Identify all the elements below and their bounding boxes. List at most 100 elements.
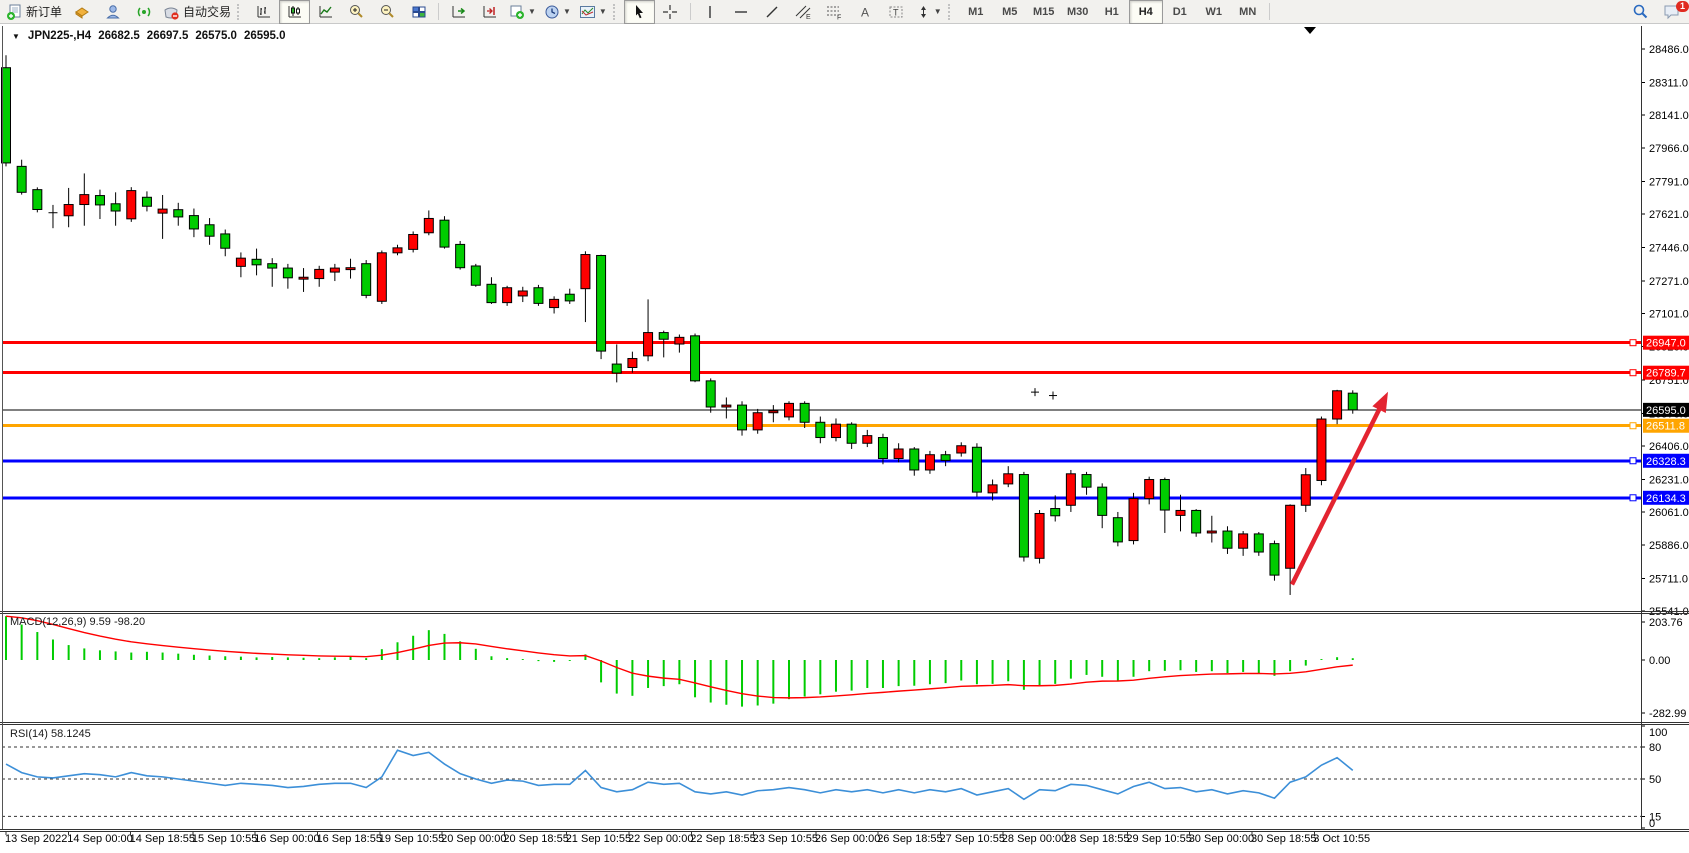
- macd-signal-line: [5, 615, 1353, 699]
- fibonacci-icon: F: [827, 6, 842, 20]
- templates-button[interactable]: ▼: [575, 0, 611, 24]
- dropdown-caret: ▼: [562, 7, 571, 16]
- cross-markers: [1031, 388, 1057, 400]
- horizontal-line-tool-button[interactable]: [726, 0, 757, 24]
- svg-text:26511.8: 26511.8: [1646, 421, 1685, 433]
- channel-tool-button[interactable]: E: [788, 0, 819, 24]
- svg-text:A: A: [861, 5, 869, 19]
- toolbar-separator: [438, 3, 440, 20]
- search-icon: [1633, 4, 1648, 19]
- svg-text:26134.3: 26134.3: [1646, 493, 1686, 505]
- vertical-line-tool-button[interactable]: [695, 0, 726, 24]
- insert-group: ▼ ▼ ▼: [505, 0, 611, 24]
- svg-text:26 Sep 00:00: 26 Sep 00:00: [815, 833, 880, 845]
- text-tool-button[interactable]: A: [850, 0, 881, 24]
- candlestick-chart-button[interactable]: [279, 0, 311, 24]
- bar-chart-button[interactable]: [248, 0, 279, 24]
- pane-separators[interactable]: [0, 26, 1689, 832]
- timeframe-d1[interactable]: D1: [1172, 5, 1187, 18]
- rsi-name: RSI(14): [10, 728, 48, 740]
- horizontal-lines[interactable]: [2, 339, 1641, 502]
- chart-high-value: 26697.5: [146, 30, 189, 42]
- timeframe-m1[interactable]: M1: [968, 5, 984, 18]
- svg-text:26947.0: 26947.0: [1646, 338, 1686, 350]
- zoom-group: [341, 0, 434, 24]
- clock-icon: [545, 5, 559, 18]
- right-toolbar-group: 1: [1625, 0, 1689, 24]
- tile-windows-button[interactable]: [403, 0, 434, 24]
- crosshair-tool-button[interactable]: [655, 0, 686, 24]
- svg-text:16 Sep 00:00: 16 Sep 00:00: [254, 833, 319, 845]
- auto-trading-button[interactable]: 自动交易: [159, 0, 235, 24]
- auto-scroll-button[interactable]: [443, 0, 474, 24]
- svg-text:27446.0: 27446.0: [1649, 242, 1689, 254]
- search-button[interactable]: [1625, 0, 1656, 24]
- svg-text:25541.0: 25541.0: [1649, 606, 1689, 618]
- timeframe-h1[interactable]: H1: [1104, 5, 1119, 18]
- auto-trading-label: 自动交易: [183, 5, 232, 19]
- signal-button[interactable]: [128, 0, 159, 24]
- timeframe-m15[interactable]: M15: [1033, 5, 1055, 18]
- dropdown-caret: ▼: [933, 7, 942, 16]
- svg-text:26328.3: 26328.3: [1646, 456, 1686, 468]
- svg-text:15: 15: [1649, 811, 1661, 823]
- deposit-icon: [74, 6, 89, 19]
- line-chart-button[interactable]: [310, 0, 341, 24]
- chart-canvas[interactable]: 28486.0 28311.0 28141.0 27966.0 27791.0 27621…: [0, 24, 1689, 853]
- svg-text:25886.0: 25886.0: [1649, 540, 1689, 552]
- svg-text:T: T: [893, 7, 899, 17]
- svg-text:23 Sep 10:55: 23 Sep 10:55: [753, 833, 818, 845]
- svg-text:27966.0: 27966.0: [1649, 143, 1689, 155]
- fibonacci-tool-button[interactable]: F: [819, 0, 850, 24]
- notifications-button[interactable]: 1: [1656, 0, 1689, 24]
- svg-text:14 Sep 00:00: 14 Sep 00:00: [67, 833, 132, 845]
- timeframe-h4[interactable]: H4: [1128, 0, 1163, 24]
- svg-text:28486.0: 28486.0: [1649, 44, 1689, 56]
- notification-badge: 1: [1675, 0, 1689, 12]
- timeframe-m30[interactable]: M30: [1067, 5, 1089, 18]
- deposit-button[interactable]: [66, 0, 97, 24]
- toolbar-grip: [612, 3, 620, 20]
- auto-scroll-icon: [452, 5, 465, 17]
- dropdown-caret: ▼: [598, 7, 607, 16]
- zoom-out-icon: [381, 4, 394, 18]
- new-order-button[interactable]: 新订单: [2, 0, 66, 24]
- timeframe-w1[interactable]: W1: [1205, 5, 1222, 18]
- dropdown-caret: ▼: [528, 7, 536, 16]
- macd-indicator-label: MACD(12,26,9) 9.59 -98.20: [10, 616, 145, 628]
- rsi-value: 58.1245: [50, 728, 91, 740]
- trendline-tool-button[interactable]: [757, 0, 788, 24]
- svg-text:30 Sep 00:00: 30 Sep 00:00: [1189, 833, 1254, 845]
- svg-text:0: 0: [1649, 818, 1655, 830]
- cursor-tool-button[interactable]: [623, 0, 655, 24]
- svg-text:26061.0: 26061.0: [1649, 507, 1689, 519]
- drawing-tools-group: E F A T ▼: [623, 0, 946, 24]
- equidistant-channel-icon: E: [795, 5, 811, 20]
- text-icon: A: [861, 5, 869, 19]
- toolbar-grip: [947, 3, 955, 20]
- svg-text:14 Sep 18:55: 14 Sep 18:55: [130, 833, 195, 845]
- trend-arrow[interactable]: [1289, 391, 1388, 586]
- chart-shift-button[interactable]: [474, 0, 505, 24]
- arrows-tool-button[interactable]: ▼: [912, 0, 946, 24]
- zoom-out-button[interactable]: [372, 0, 403, 24]
- svg-text:26406.0: 26406.0: [1649, 441, 1689, 453]
- svg-text:25711.0: 25711.0: [1649, 574, 1688, 586]
- chart-symbol-period: JPN225-,H4: [27, 30, 92, 42]
- chart-menu-arrow: ▼: [12, 31, 20, 41]
- shift-marker[interactable]: [1304, 27, 1316, 34]
- svg-text:21 Sep 10:55: 21 Sep 10:55: [566, 833, 631, 845]
- price-axis[interactable]: 28486.0 28311.0 28141.0 27966.0 27791.0 27621…: [1641, 44, 1689, 618]
- indicators-button[interactable]: ▼: [505, 0, 540, 24]
- svg-text:27621.0: 27621.0: [1649, 209, 1689, 221]
- zoom-in-button[interactable]: [341, 0, 372, 24]
- text-label-tool-button[interactable]: T: [881, 0, 912, 24]
- trade-toolbar-group: 新订单 自动交易: [2, 0, 235, 24]
- timeframe-m5[interactable]: M5: [1002, 5, 1018, 18]
- timeframe-mn[interactable]: MN: [1239, 5, 1257, 18]
- svg-text:-282.99: -282.99: [1649, 708, 1686, 720]
- arrows-tool-icon: [920, 5, 926, 18]
- period-button[interactable]: ▼: [540, 0, 575, 24]
- profile-button[interactable]: [97, 0, 128, 24]
